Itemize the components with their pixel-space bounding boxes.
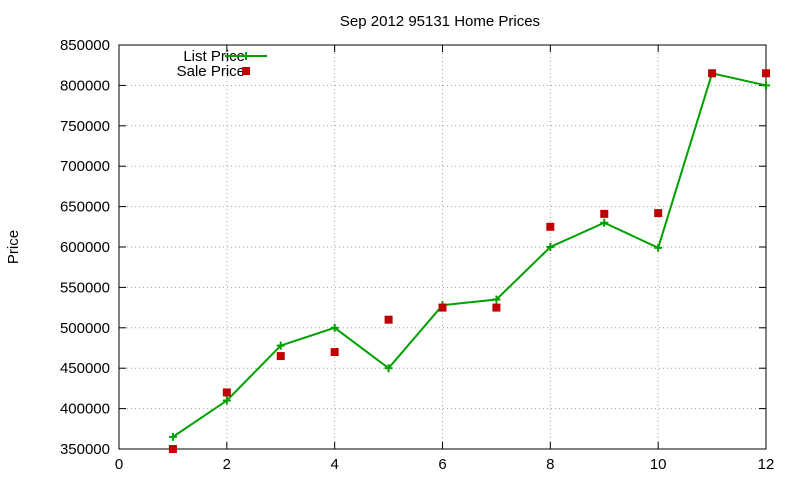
legend-label: List Price <box>183 48 245 65</box>
y-tick-label: 850000 <box>60 37 110 54</box>
list-price-point <box>654 243 663 252</box>
sale-price-point <box>708 69 717 78</box>
x-tick-label: 6 <box>438 456 446 473</box>
list-price-point <box>600 218 609 227</box>
legend-square-swatch <box>242 67 250 75</box>
y-tick-label: 650000 <box>60 199 110 216</box>
y-tick-label: 600000 <box>60 239 110 256</box>
x-tick-label: 8 <box>546 456 554 473</box>
y-tick-label: 800000 <box>60 77 110 94</box>
sale-price-point <box>168 445 177 453</box>
x-tick-label: 10 <box>650 456 667 473</box>
list-price-point <box>492 295 501 304</box>
list-price-point <box>222 396 231 405</box>
grid-lines <box>119 45 766 449</box>
sale-price-point <box>384 315 393 324</box>
data-series <box>168 69 770 453</box>
sale-price-point <box>600 209 609 218</box>
x-tick-label: 2 <box>223 456 231 473</box>
y-tick-label: 700000 <box>60 158 110 175</box>
x-tick-label: 0 <box>115 456 123 473</box>
x-tick-label: 4 <box>330 456 338 473</box>
sale-price-point <box>546 222 555 231</box>
legend-label: Sale Price <box>177 63 245 80</box>
list-price-point <box>330 323 339 332</box>
y-tick-label: 400000 <box>60 401 110 418</box>
y-tick-label: 750000 <box>60 118 110 135</box>
y-tick-label: 550000 <box>60 279 110 296</box>
list-price-point <box>384 364 393 373</box>
chart-title: Sep 2012 95131 Home Prices <box>340 13 540 30</box>
sale-price-point <box>654 209 663 218</box>
sale-price-point <box>222 388 231 397</box>
y-tick-label: 450000 <box>60 360 110 377</box>
x-tick-label: 12 <box>758 456 775 473</box>
sale-price-point <box>330 348 339 357</box>
sale-price-point <box>762 69 770 78</box>
list-price-point <box>762 81 770 90</box>
list-price-point <box>546 243 555 251</box>
y-tick-label: 350000 <box>60 441 110 458</box>
list-price-point <box>168 432 177 441</box>
sale-price-point <box>438 303 447 312</box>
axes: 0 2 4 6 8 10 12 350000 400000 450000 500000 550000 6… <box>60 37 774 473</box>
y-axis-label: Price <box>5 230 22 264</box>
sale-price-point <box>492 303 501 312</box>
list-price-line <box>172 72 767 438</box>
sale-price-point <box>276 352 285 361</box>
y-tick-label: 500000 <box>60 320 110 337</box>
list-price-point <box>276 341 285 350</box>
